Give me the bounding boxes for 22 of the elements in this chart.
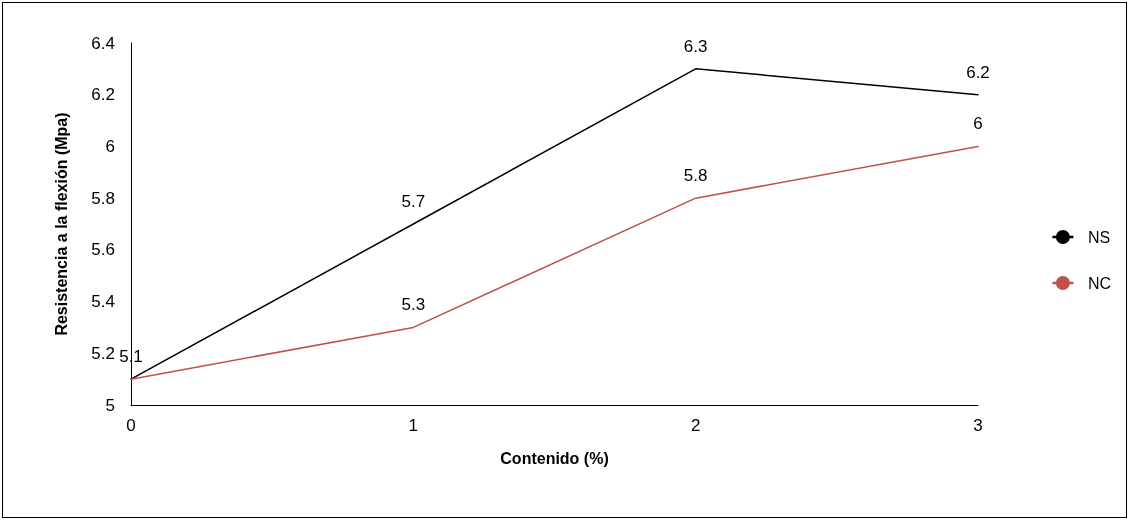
y-tick-label: 5.4 xyxy=(91,292,115,312)
x-tick-label: 2 xyxy=(690,416,701,435)
y-axis-title: Resistencia a la flexión (Mpa) xyxy=(52,112,70,336)
data-label: 6.2 xyxy=(966,62,990,82)
y-tick-label: 6.2 xyxy=(91,85,115,105)
y-tick-label: 5.6 xyxy=(91,240,115,260)
y-tick-label: 5.8 xyxy=(91,188,115,208)
data-label: 5.3 xyxy=(401,295,426,315)
legend-label: NS xyxy=(1087,228,1111,246)
y-tick-label: 6 xyxy=(105,136,115,156)
legend-label: NC xyxy=(1087,274,1111,292)
data-label: 5.7 xyxy=(401,192,426,211)
x-axis-title: Contenido (%) xyxy=(500,449,609,467)
x-tick-label: 1 xyxy=(408,416,419,435)
data-label: 6.3 xyxy=(683,36,708,56)
x-tick-label: 0 xyxy=(126,416,136,435)
y-tick-label: 5.2 xyxy=(91,343,115,363)
data-label: 6 xyxy=(973,114,983,134)
y-tick-label: 6.4 xyxy=(91,33,115,53)
data-label: 5.8 xyxy=(683,166,708,186)
y-tick-label: 5 xyxy=(105,395,115,415)
x-tick-label: 3 xyxy=(973,416,983,435)
